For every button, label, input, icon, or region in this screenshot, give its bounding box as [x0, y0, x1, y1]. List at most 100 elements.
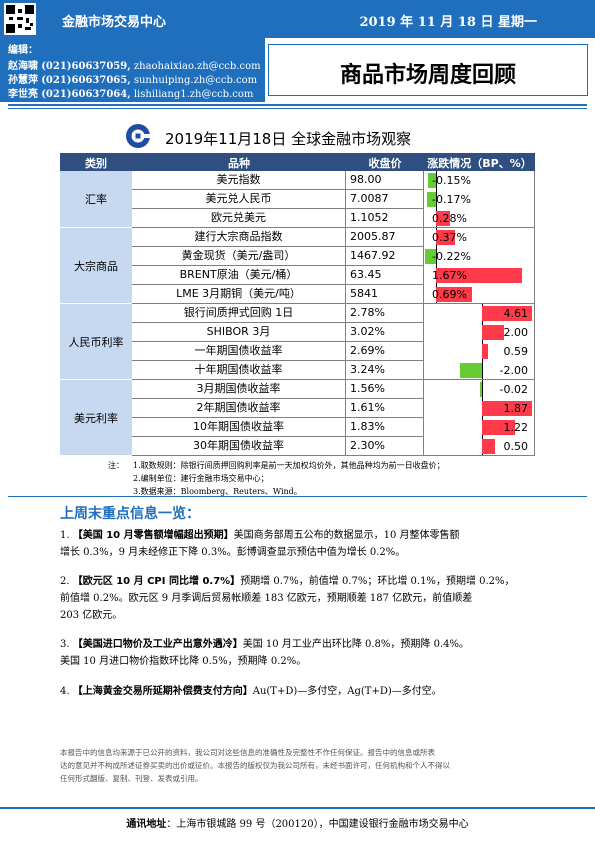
item-number: 4.	[60, 686, 70, 697]
category-cell: 美元利率	[60, 380, 132, 456]
snapshot-title: 2019年11月18日 全球金融市场观察	[165, 130, 412, 148]
change-bar	[436, 211, 451, 226]
change-label: 1.22	[503, 421, 529, 434]
instrument-name: BRENT原油（美元/桶）	[132, 266, 346, 285]
change-bar	[460, 363, 482, 378]
highlight-item: 1. 【美国 10 月零售额增幅超出预期】美国商务部周五公布的数据显示，10 月…	[60, 527, 540, 561]
header-divider	[8, 104, 587, 106]
item-text: 美国商务部周五公布的数据显示，10 月整体零售额	[233, 530, 460, 541]
change-label: 4.61	[503, 307, 529, 320]
item-text: Au(T+D)—多付空，Ag(T+D)—多付空。	[252, 686, 442, 697]
close-value: 1467.92	[346, 247, 424, 266]
close-value: 2.69%	[346, 342, 424, 361]
editors-block: 编辑： 赵海啸 (021)60637059, zhaohaixiao.zh@cc…	[0, 38, 265, 102]
close-value: 98.00	[346, 171, 424, 190]
change-bar	[482, 306, 532, 321]
change-bar	[482, 344, 489, 359]
instrument-name: 欧元兑美元	[132, 209, 346, 228]
editor-name: 孙慧萍	[8, 75, 38, 86]
instrument-name: 黄金现货（美元/盎司）	[132, 247, 346, 266]
highlight-item: 3. 【美国进口物价及工业产出意外遇冷】美国 10 月工业产出环比降 0.8%，…	[60, 636, 540, 670]
footer-divider	[0, 807, 595, 809]
instrument-name: 30年期国债收益率	[132, 437, 346, 456]
close-value: 5841	[346, 285, 424, 304]
change-bar	[428, 173, 436, 188]
chart-zero-axis	[436, 171, 437, 228]
item-text: 203 亿欧元。	[60, 610, 123, 621]
instrument-name: 十年期国债收益率	[132, 361, 346, 380]
item-number: 1.	[60, 530, 70, 541]
instrument-name: 3月期国债收益率	[132, 380, 346, 399]
close-value: 1.61%	[346, 399, 424, 418]
change-label: -0.02	[499, 383, 528, 396]
close-value: 1.1052	[346, 209, 424, 228]
change-bar	[436, 230, 456, 245]
ccb-logo-icon	[126, 124, 151, 148]
close-value: 2.78%	[346, 304, 424, 323]
editor-email: zhaohaixiao.zh@ccb.com	[133, 61, 261, 72]
item-headline: 【美国 10 月零售额增幅超出预期】	[72, 530, 234, 541]
item-text: 美国 10 月工业产出环比降 0.8%，预期降 0.4%。	[242, 639, 469, 650]
editor-name: 李世亮	[8, 89, 38, 100]
instrument-name: SHIBOR 3月	[132, 323, 346, 342]
item-text: 预期增 0.7%，前值增 0.7%；环比增 0.1%，预期增 0.2%，	[240, 576, 515, 587]
item-number: 2.	[60, 576, 70, 587]
editor-phone: (021)60637059,	[41, 61, 131, 72]
report-title: 商品市场周度回顾	[339, 63, 516, 88]
header-divider-thin	[8, 108, 587, 109]
instrument-name: 美元兑人民币	[132, 190, 346, 209]
editor-row: 李世亮 (021)60637064, lishiliang1.zh@ccb.co…	[8, 85, 253, 100]
column-header: 类别	[85, 157, 107, 170]
close-value: 3.24%	[346, 361, 424, 380]
table-header: 类别 品种 收盘价 涨跌情况（BP、%）	[60, 153, 535, 171]
editor-row: 孙慧萍 (021)60637065, sunhuiping.zh@ccb.com	[8, 71, 257, 86]
instrument-name: 建行大宗商品指数	[132, 228, 346, 247]
change-label: 0.50	[503, 440, 529, 453]
editor-phone: (021)60637064,	[41, 89, 131, 100]
change-bar	[482, 401, 532, 416]
disclaimer-line: 达的意见并不构成所述证券买卖的出价或征价。本报告的版权仅为我公司所有，未经书面许…	[60, 761, 450, 770]
group-divider	[424, 227, 535, 228]
header-bar: 金融市场交易中心 2019 年 11 月 18 日 星期一	[0, 0, 595, 38]
disclaimer: 本报告中的信息均来源于已公开的资料，我公司对这些信息的准确性及完整性不作任何保证…	[60, 746, 540, 785]
close-value: 1.83%	[346, 418, 424, 437]
change-label: -2.00	[499, 364, 528, 377]
chart-zero-axis	[482, 380, 483, 456]
change-label: 1.67%	[432, 269, 467, 282]
category-cell: 汇率	[60, 171, 132, 228]
center-name: 金融市场交易中心	[62, 15, 167, 30]
editor-email: lishiliang1.zh@ccb.com	[133, 89, 254, 100]
report-date: 2019 年 11 月 18 日 星期一	[359, 15, 537, 30]
group-divider	[424, 455, 535, 456]
item-headline: 【美国进口物价及工业产出意外遇冷】	[72, 639, 243, 650]
change-label: -0.17%	[432, 193, 471, 206]
close-value: 2.30%	[346, 437, 424, 456]
footer: 通讯地址：上海市银城路 99 号（200120），中国建设银行金融市场交易中心	[0, 815, 595, 830]
change-bar	[480, 382, 482, 397]
editors-label: 编辑：	[8, 45, 38, 56]
change-label: 0.28%	[432, 212, 467, 225]
item-text: 增长 0.3%，9 月未经修正下降 0.3%。彭博调查显示预估中值为增长 0.2…	[60, 547, 406, 558]
item-number: 3.	[60, 639, 70, 650]
chart-zero-axis	[436, 228, 437, 304]
section-divider	[8, 496, 587, 497]
item-text: 前值增 0.2%。欧元区 9 月季调后贸易帐顺差 183 亿欧元，预期顺差 18…	[60, 593, 473, 604]
note-item: 2.编制单位：建行金融市场交易中心；	[133, 474, 269, 483]
editor-row: 赵海啸 (021)60637059, zhaohaixiao.zh@ccb.co…	[8, 57, 261, 72]
qr-code-icon	[4, 3, 36, 35]
footer-address: ：上海市银城路 99 号（200120），中国建设银行金融市场交易中心	[166, 819, 469, 830]
instrument-name: 一年期国债收益率	[132, 342, 346, 361]
instrument-name: 10年期国债收益率	[132, 418, 346, 437]
close-value: 3.02%	[346, 323, 424, 342]
change-bar	[482, 439, 496, 454]
column-header: 品种	[228, 157, 250, 170]
item-text: 美国 10 月进口物价指数环比降 0.5%，预期降 0.2%。	[60, 656, 307, 667]
instrument-name: 银行间质押式回购 1日	[132, 304, 346, 323]
close-value: 1.56%	[346, 380, 424, 399]
highlight-item: 2. 【欧元区 10 月 CPI 同比增 0.7%】预期增 0.7%，前值增 0…	[60, 573, 540, 624]
group-divider	[424, 379, 535, 380]
change-chart-column: -0.15% -0.17% 0.28% 0.37% -0.22% 1.67% 0.69% 4.…	[424, 171, 535, 456]
category-cell: 大宗商品	[60, 228, 132, 304]
editor-name: 赵海啸	[8, 61, 38, 72]
editor-email: sunhuiping.zh@ccb.com	[133, 75, 258, 86]
